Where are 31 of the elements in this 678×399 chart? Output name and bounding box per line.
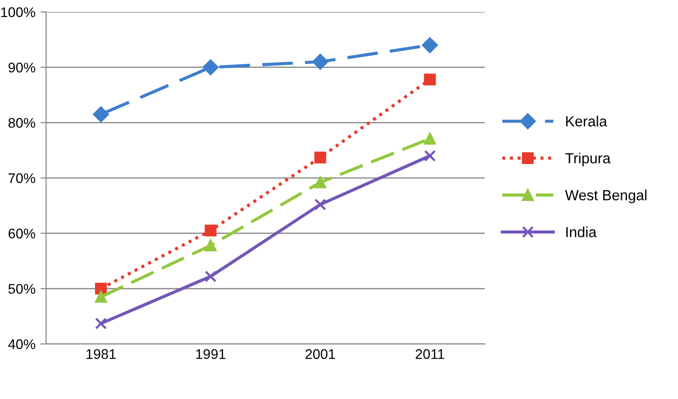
x-tick-label: 2011 xyxy=(416,349,444,359)
legend-label: Kerala xyxy=(566,116,608,126)
y-tick-label: 80% xyxy=(8,118,36,128)
point xyxy=(424,74,436,86)
y-tick-label: 40% xyxy=(8,339,36,350)
point xyxy=(314,176,326,188)
point xyxy=(95,318,107,330)
point xyxy=(314,152,326,164)
y-tick-label: 50% xyxy=(8,284,36,294)
y-tick-label: 70% xyxy=(8,173,36,184)
y-tick-label: 60% xyxy=(8,228,36,238)
x-tick-label: 2001 xyxy=(306,349,336,359)
y-tick-label: 100% xyxy=(1,7,36,18)
point xyxy=(93,106,109,122)
point xyxy=(424,132,436,145)
point xyxy=(95,291,107,303)
legend-label: India xyxy=(566,226,597,238)
point xyxy=(204,224,217,236)
point xyxy=(202,59,219,76)
point xyxy=(422,37,438,54)
x-tick-label: 1991 xyxy=(196,349,226,359)
point xyxy=(424,150,436,162)
legend-label: Tripura xyxy=(565,152,611,166)
x-tick-label: 1981 xyxy=(86,349,116,359)
point xyxy=(204,270,217,282)
point xyxy=(204,240,217,252)
y-tick-label: 90% xyxy=(8,62,36,72)
point xyxy=(95,282,107,295)
point xyxy=(314,198,326,210)
point xyxy=(312,54,328,70)
legend-label: West Bengal xyxy=(565,190,646,204)
